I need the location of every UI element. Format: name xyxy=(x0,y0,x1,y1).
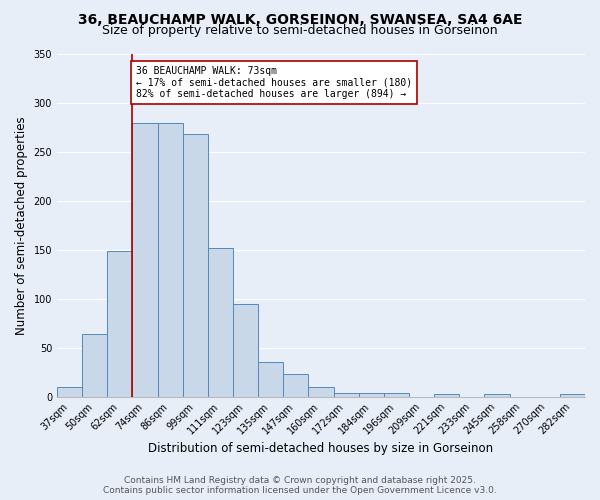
Y-axis label: Number of semi-detached properties: Number of semi-detached properties xyxy=(15,116,28,334)
Bar xyxy=(133,122,158,396)
Text: Size of property relative to semi-detached houses in Gorseinon: Size of property relative to semi-detach… xyxy=(102,24,498,37)
Bar xyxy=(384,393,409,396)
X-axis label: Distribution of semi-detached houses by size in Gorseinon: Distribution of semi-detached houses by … xyxy=(148,442,494,455)
Bar xyxy=(158,122,183,396)
Bar xyxy=(434,394,459,396)
Bar xyxy=(308,387,334,396)
Bar xyxy=(560,394,585,396)
Bar xyxy=(258,362,283,396)
Bar xyxy=(208,248,233,396)
Bar xyxy=(107,251,133,396)
Bar xyxy=(233,304,258,396)
Text: 36 BEAUCHAMP WALK: 73sqm
← 17% of semi-detached houses are smaller (180)
82% of : 36 BEAUCHAMP WALK: 73sqm ← 17% of semi-d… xyxy=(136,66,412,99)
Bar xyxy=(82,334,107,396)
Bar xyxy=(57,387,82,396)
Text: 36, BEAUCHAMP WALK, GORSEINON, SWANSEA, SA4 6AE: 36, BEAUCHAMP WALK, GORSEINON, SWANSEA, … xyxy=(78,12,522,26)
Text: Contains HM Land Registry data © Crown copyright and database right 2025.
Contai: Contains HM Land Registry data © Crown c… xyxy=(103,476,497,495)
Bar xyxy=(183,134,208,396)
Bar xyxy=(484,394,509,396)
Bar xyxy=(283,374,308,396)
Bar xyxy=(359,393,384,396)
Bar xyxy=(334,393,359,396)
